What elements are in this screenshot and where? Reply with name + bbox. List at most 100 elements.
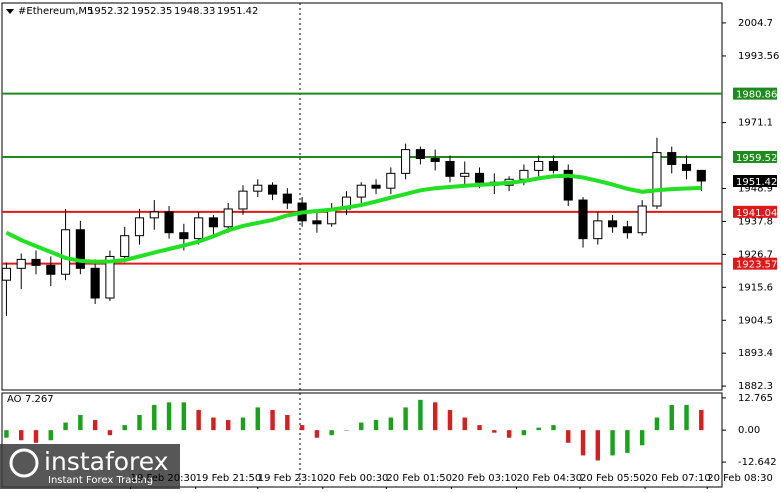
candle-body [179, 232, 189, 240]
candle-body [445, 160, 455, 177]
x-tick-label: 19 Feb 20:30 [131, 473, 197, 484]
watermark-tagline: Instant Forex Trading [48, 475, 153, 486]
candle-body [563, 169, 573, 201]
watermark-icon [9, 448, 39, 478]
ao-bar [506, 430, 512, 438]
candle-body [253, 184, 263, 192]
candle-body [356, 184, 366, 198]
ao-bar [654, 417, 660, 431]
ao-bar [373, 420, 379, 431]
x-tick-label: 19 Feb 23:10 [258, 473, 324, 484]
candle-body [401, 149, 411, 174]
candle-body [149, 211, 159, 219]
ao-bar [181, 402, 187, 431]
candle-body [1, 267, 12, 281]
ao-bar [329, 430, 334, 436]
candle-body [312, 220, 322, 225]
indicator-last: 7.267 [25, 394, 54, 405]
moving-average [5, 173, 702, 264]
ao-bar [166, 402, 172, 431]
plot-layer [1, 92, 722, 461]
ao-bar [521, 430, 527, 436]
candle-body [622, 226, 632, 234]
level-label: 1980.86 [736, 90, 777, 101]
level-label: 1959.52 [736, 153, 777, 164]
level-label-bg [733, 150, 777, 163]
ao-bar [684, 404, 689, 431]
ao-bar [595, 430, 601, 461]
ao-bar [211, 417, 216, 431]
ao-bar [48, 430, 54, 441]
ao-bar [4, 430, 9, 438]
candle-body [208, 217, 218, 228]
ao-bar [669, 404, 674, 431]
ao-bar [536, 427, 541, 431]
ao-bar [270, 409, 275, 431]
ao-bar [78, 414, 83, 431]
ind-tick-label: -12.642 [738, 457, 777, 468]
ao-bar [699, 409, 704, 431]
ao-bar [196, 409, 201, 431]
ao-bar [462, 417, 467, 431]
level-label: 1923.57 [736, 260, 777, 271]
ao-bar [240, 417, 246, 431]
ao-bar [566, 430, 571, 443]
ao-bar [19, 430, 24, 441]
candle-body [696, 169, 706, 182]
ao-bar [285, 414, 290, 431]
candle-body [282, 193, 292, 204]
y-tick-label: 2004.7 [738, 18, 773, 29]
y-tick-label: 1993.56 [738, 51, 779, 62]
x-tick-label: 20 Feb 08:30 [707, 473, 773, 484]
candle-body [223, 208, 233, 228]
ao-bar [314, 430, 320, 438]
candle-body [105, 255, 115, 299]
ao-bar [580, 430, 586, 456]
x-tick-label: 20 Feb 04:30 [516, 473, 582, 484]
ao-bar [63, 422, 68, 431]
ind-tick-label: 0.00 [738, 425, 760, 436]
ao-bar [255, 407, 260, 431]
y-tick-label: 1915.6 [738, 282, 773, 293]
ind-tick-label: 12.765 [738, 393, 773, 404]
candle-body [667, 152, 677, 165]
ao-bar [418, 399, 423, 431]
level-label-bg [733, 205, 777, 218]
y-tick-label: 1926.7 [738, 249, 773, 260]
y-tick-label: 1937.8 [738, 216, 773, 227]
ao-bar [33, 430, 39, 443]
candle-body [430, 158, 440, 162]
candle-body [120, 235, 130, 257]
y-tick-label: 1893.4 [738, 348, 773, 359]
candle-body [164, 211, 174, 234]
candle-body [593, 220, 603, 240]
candle-body [474, 172, 485, 183]
header-high: 1952.35 [131, 6, 172, 17]
x-tick-label: 20 Feb 03:10 [451, 473, 517, 484]
ao-bar [359, 422, 364, 431]
y-tick-label: 1904.5 [738, 315, 773, 326]
candle-body [534, 160, 544, 171]
candle-body [194, 217, 204, 240]
candle-body [460, 172, 470, 177]
header-low: 1948.33 [174, 6, 215, 17]
menu-arrow [6, 9, 14, 14]
candle-body [238, 190, 248, 210]
header-close: 1951.42 [217, 6, 258, 17]
header-open: 1952.32 [88, 6, 129, 17]
indicator-name: AO [7, 394, 22, 405]
candle-body [519, 169, 529, 180]
candle-body [386, 172, 396, 189]
x-tick-label: 19 Feb 21:50 [196, 473, 262, 484]
ao-bar [152, 404, 157, 431]
ao-bar [610, 430, 615, 456]
ao-bar [107, 430, 113, 436]
ao-bar [403, 407, 408, 431]
ao-bar [432, 402, 438, 431]
x-tick-label: 20 Feb 00:30 [323, 473, 389, 484]
x-tick-label: 20 Feb 07:10 [645, 473, 711, 484]
current-price-bg [733, 175, 777, 188]
ao-bar [92, 420, 98, 431]
current-price-label: 1951.42 [736, 177, 777, 188]
candle-body [46, 264, 56, 275]
